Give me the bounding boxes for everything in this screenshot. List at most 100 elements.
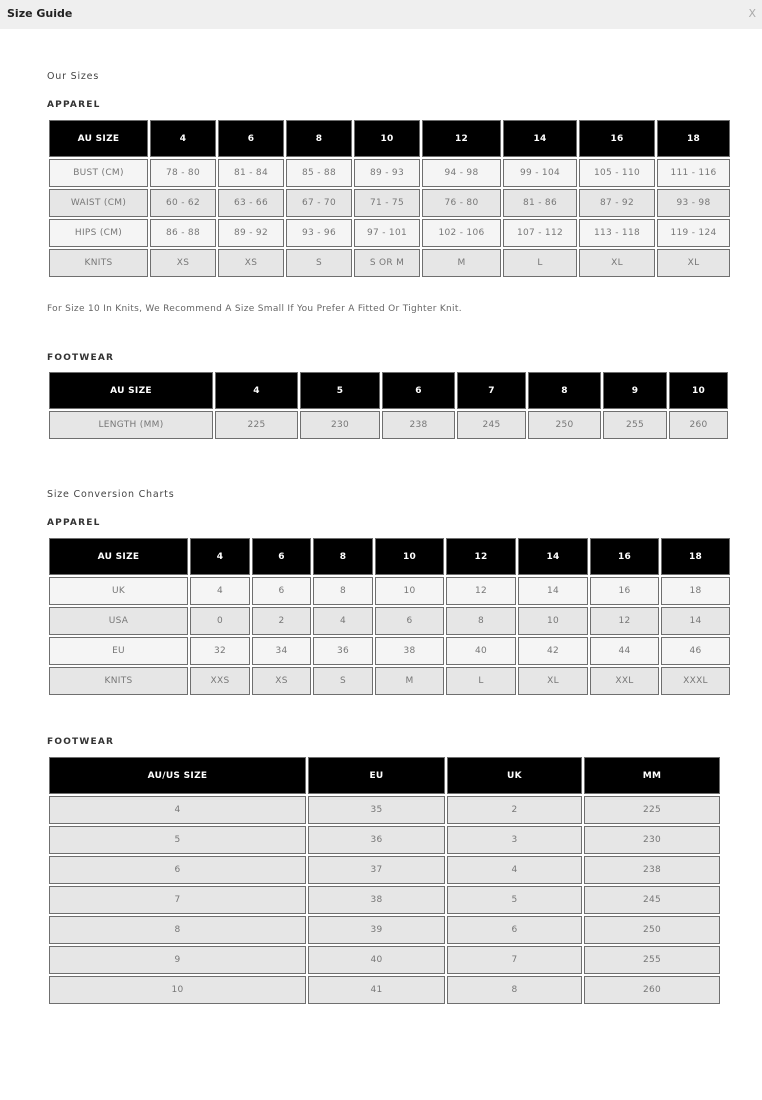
- table-row: EU 32 34 36 38 40 42 44 46: [49, 637, 730, 665]
- column-header: 8: [313, 538, 373, 575]
- table-cell: 14: [661, 607, 730, 635]
- table-cell: 37: [308, 856, 445, 884]
- close-button[interactable]: X: [748, 7, 756, 20]
- table-cell: 10: [375, 577, 444, 605]
- table-cell: 42: [518, 637, 588, 665]
- modal-title: Size Guide: [7, 7, 73, 20]
- table-row: HIPS (CM) 86 - 88 89 - 92 93 - 96 97 - 101 10…: [49, 219, 730, 247]
- column-header: 10: [669, 372, 728, 409]
- table-cell: 94 - 98: [422, 159, 501, 187]
- column-header: 10: [375, 538, 444, 575]
- table-cell: M: [422, 249, 501, 277]
- table-cell: 46: [661, 637, 730, 665]
- table-cell: XS: [218, 249, 284, 277]
- table-cell: M: [375, 667, 444, 695]
- row-label: LENGTH (MM): [49, 411, 213, 439]
- table-cell: 10: [518, 607, 588, 635]
- table-cell: 85 - 88: [286, 159, 352, 187]
- table-cell: 260: [584, 976, 720, 1004]
- table-cell: 230: [300, 411, 380, 439]
- header-row: AU SIZE 4 6 8 10 12 14 16 18: [49, 120, 730, 157]
- row-label: 8: [49, 916, 306, 944]
- header-row: AU SIZE 4 5 6 7 8 9 10: [49, 372, 728, 409]
- table-cell: 81 - 84: [218, 159, 284, 187]
- table-cell: 250: [528, 411, 601, 439]
- table-cell: 105 - 110: [579, 159, 655, 187]
- row-label: KNITS: [49, 667, 188, 695]
- row-label: KNITS: [49, 249, 148, 277]
- table-cell: 40: [308, 946, 445, 974]
- table-cell: 18: [661, 577, 730, 605]
- table-cell: 8: [313, 577, 373, 605]
- row-label: 9: [49, 946, 306, 974]
- footwear-section-label: FOOTWEAR: [47, 353, 115, 363]
- table-cell: 4: [190, 577, 250, 605]
- row-label: UK: [49, 577, 188, 605]
- table-cell: 230: [584, 826, 720, 854]
- table-cell: 255: [603, 411, 667, 439]
- table-cell: 41: [308, 976, 445, 1004]
- column-header: AU SIZE: [49, 372, 213, 409]
- column-header: UK: [447, 757, 582, 794]
- table-cell: XL: [518, 667, 588, 695]
- table-row: UK 4 6 8 10 12 14 16 18: [49, 577, 730, 605]
- table-cell: 12: [446, 577, 516, 605]
- row-label: 4: [49, 796, 306, 824]
- table-row: 7 38 5 245: [49, 886, 720, 914]
- footwear-size-table: AU SIZE 4 5 6 7 8 9 10 LENGTH (MM) 225 230 238 245 25…: [47, 370, 730, 441]
- modal-header: Size Guide X: [0, 0, 762, 29]
- column-header: 16: [590, 538, 659, 575]
- table-cell: 8: [447, 976, 582, 1004]
- table-cell: 4: [313, 607, 373, 635]
- table-cell: 119 - 124: [657, 219, 730, 247]
- table-cell: 107 - 112: [503, 219, 577, 247]
- table-row: 6 37 4 238: [49, 856, 720, 884]
- table-row: 10 41 8 260: [49, 976, 720, 1004]
- column-header: 6: [218, 120, 284, 157]
- header-row: AU SIZE 4 6 8 10 12 14 16 18: [49, 538, 730, 575]
- table-row: KNITS XS XS S S OR M M L XL XL: [49, 249, 730, 277]
- table-cell: 67 - 70: [286, 189, 352, 217]
- knits-note: For Size 10 In Knits, We Recommend A Siz…: [47, 304, 462, 314]
- table-cell: 4: [447, 856, 582, 884]
- table-row: KNITS XXS XS S M L XL XXL XXXL: [49, 667, 730, 695]
- table-cell: 6: [375, 607, 444, 635]
- table-cell: XXS: [190, 667, 250, 695]
- apparel-size-table: AU SIZE 4 6 8 10 12 14 16 18 BUST (CM) 78 - 80 81 -…: [47, 118, 732, 279]
- column-header: 18: [661, 538, 730, 575]
- table-cell: 0: [190, 607, 250, 635]
- table-cell: 34: [252, 637, 311, 665]
- column-header: 12: [446, 538, 516, 575]
- table-cell: 255: [584, 946, 720, 974]
- table-row: 9 40 7 255: [49, 946, 720, 974]
- table-cell: XXL: [590, 667, 659, 695]
- column-header: 5: [300, 372, 380, 409]
- table-row: LENGTH (MM) 225 230 238 245 250 255 260: [49, 411, 728, 439]
- column-header: 14: [503, 120, 577, 157]
- conversion-apparel-label: APPAREL: [47, 518, 101, 528]
- table-cell: 44: [590, 637, 659, 665]
- table-cell: 87 - 92: [579, 189, 655, 217]
- table-cell: 36: [313, 637, 373, 665]
- column-header: 7: [457, 372, 526, 409]
- table-cell: 2: [252, 607, 311, 635]
- table-cell: 111 - 116: [657, 159, 730, 187]
- column-header: EU: [308, 757, 445, 794]
- table-cell: 5: [447, 886, 582, 914]
- table-cell: 250: [584, 916, 720, 944]
- table-cell: 71 - 75: [354, 189, 420, 217]
- table-row: 5 36 3 230: [49, 826, 720, 854]
- column-header: AU/US SIZE: [49, 757, 306, 794]
- header-row: AU/US SIZE EU UK MM: [49, 757, 720, 794]
- apparel-section-label: APPAREL: [47, 100, 101, 110]
- table-cell: 238: [382, 411, 455, 439]
- column-header: 10: [354, 120, 420, 157]
- table-cell: XL: [579, 249, 655, 277]
- table-cell: 60 - 62: [150, 189, 216, 217]
- table-cell: 6: [252, 577, 311, 605]
- column-header: 4: [190, 538, 250, 575]
- table-cell: 6: [447, 916, 582, 944]
- column-header: 14: [518, 538, 588, 575]
- table-row: WAIST (CM) 60 - 62 63 - 66 67 - 70 71 - 75 76…: [49, 189, 730, 217]
- table-cell: L: [446, 667, 516, 695]
